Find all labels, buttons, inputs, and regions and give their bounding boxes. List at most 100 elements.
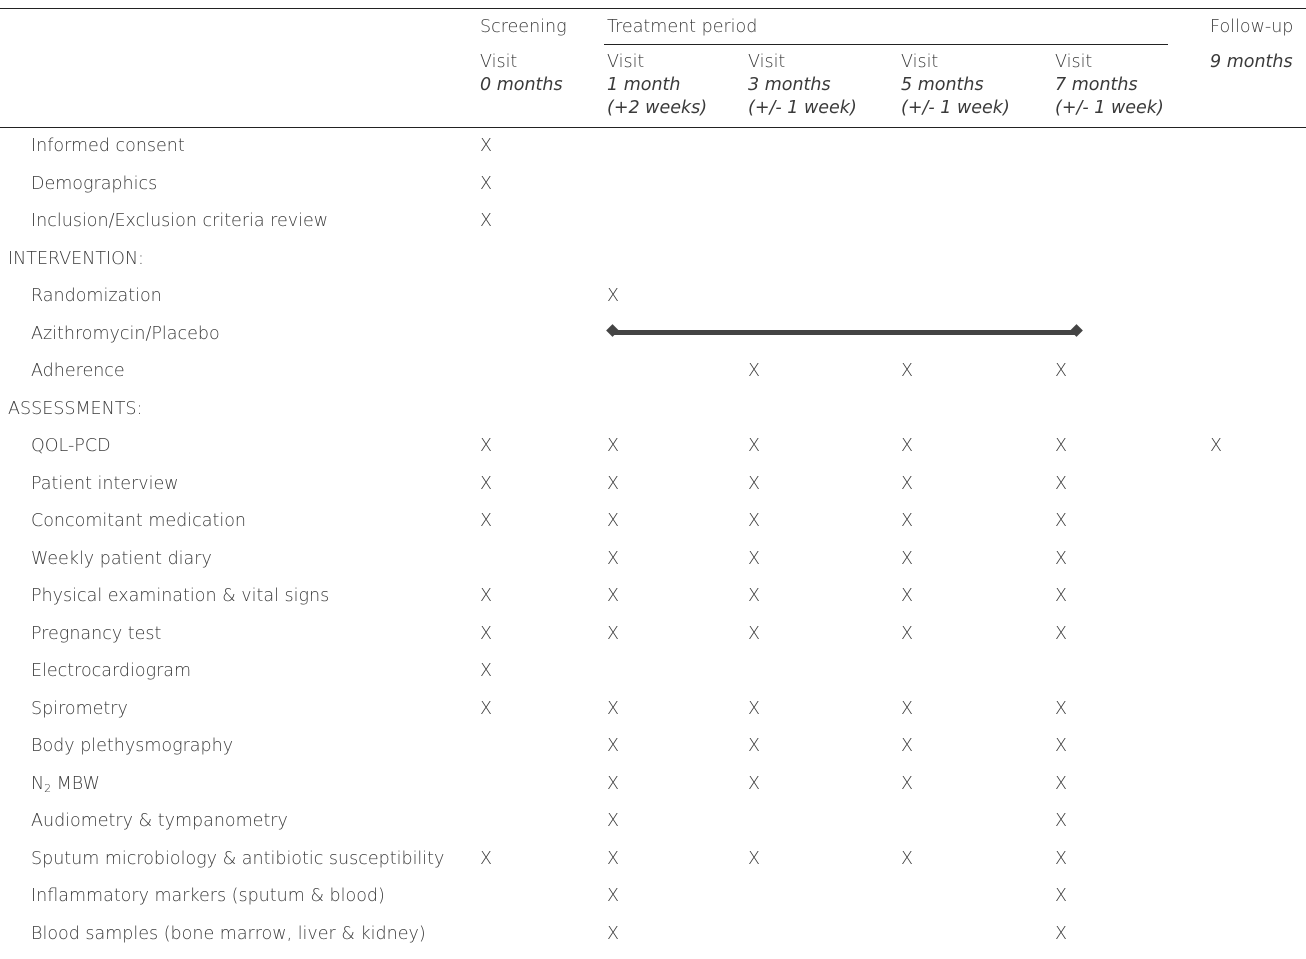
schedule-mark: X — [480, 511, 492, 531]
visit-window: (+2 weeks) — [607, 98, 708, 118]
schedule-mark: X — [748, 511, 760, 531]
row-label: QOL-PCD — [31, 434, 111, 458]
table-row: Demographics X — [0, 172, 1306, 209]
schedule-mark: X — [1055, 548, 1067, 569]
visit-time: 1 month — [607, 75, 681, 95]
row-label: Informed consent — [31, 134, 185, 158]
row-label: Pregnancy test — [31, 622, 161, 646]
row-label: Audiometry & tympanometry — [31, 809, 288, 833]
schedule-mark: X — [607, 811, 619, 831]
visit-time: 7 months — [1055, 75, 1138, 95]
row-label-rest: MBW — [51, 773, 100, 794]
row-label: Sputum microbiology & antibiotic suscept… — [31, 847, 444, 871]
schedule-mark: X — [1055, 923, 1067, 944]
row-label-text: Electrocardiogram — [31, 661, 192, 681]
schedule-mark: X — [901, 473, 913, 494]
table-top-rule — [0, 8, 1306, 9]
row-label: Spirometry — [31, 697, 128, 721]
follow-up-header: Follow-up — [1210, 17, 1294, 37]
row-label: Inflammatory markers (sputum & blood) — [31, 884, 385, 908]
schedule-mark: X — [607, 886, 619, 906]
row-label-text: Inflammatory markers (sputum & blood) — [31, 886, 385, 906]
schedule-mark: X — [607, 848, 619, 869]
treatment-period-header: Treatment period — [607, 17, 758, 37]
schedule-mark: X — [607, 698, 619, 719]
row-label-text: Inclusion/Exclusion criteria review — [31, 211, 329, 231]
schedule-mark: X — [748, 361, 760, 381]
row-label: N2 MBW — [31, 772, 100, 801]
visit-title: Visit — [1055, 52, 1093, 72]
schedule-mark: X — [901, 436, 913, 456]
visit-time: 0 months — [480, 75, 563, 95]
table-row: Electrocardiogram X — [0, 659, 1306, 696]
visit-header-3: Visit 5 months (+/- 1 week) — [901, 51, 1010, 120]
table-row: Informed consent X — [0, 134, 1306, 171]
row-label: Concomitant medication — [31, 509, 246, 533]
schedule-mark: X — [901, 698, 913, 719]
schedule-mark: X — [1055, 623, 1067, 644]
schedule-mark: X — [748, 698, 760, 719]
section-row: INTERVENTION: — [0, 247, 1306, 284]
schedule-mark: X — [480, 661, 492, 681]
schedule-mark: X — [1055, 586, 1067, 606]
schedule-mark: X — [748, 473, 760, 494]
row-label-text: Spirometry — [31, 698, 128, 719]
table-row: Body plethysmography X X X X — [0, 734, 1306, 771]
table-row: Randomization X — [0, 284, 1306, 321]
row-label: Body plethysmography — [31, 734, 233, 758]
visit-title: Visit — [748, 52, 786, 72]
schedule-mark: X — [607, 586, 619, 606]
visit-title: Visit — [480, 52, 518, 72]
schedule-mark: X — [901, 361, 913, 381]
row-label-text: Body plethysmography — [31, 736, 234, 756]
visit-header-2: Visit 3 months (+/- 1 week) — [748, 51, 857, 120]
schedule-mark: X — [901, 586, 913, 606]
schedule-mark: X — [607, 736, 619, 756]
visit-window: (+/- 1 week) — [901, 98, 1010, 118]
schedule-mark: X — [748, 848, 760, 869]
schedule-mark: X — [607, 286, 619, 306]
schedule-mark: X — [1055, 736, 1067, 756]
row-label-text: Pregnancy test — [31, 623, 162, 644]
visit-title: Visit — [607, 52, 645, 72]
row-label-text: ASSESSMENTS: — [8, 398, 143, 419]
visit-header-4: Visit 7 months (+/- 1 week) — [1055, 51, 1164, 120]
table-row: Blood samples (bone marrow, liver & kidn… — [0, 922, 1306, 959]
row-label-text: Azithromycin/Placebo — [31, 323, 220, 344]
table-row: Physical examination & vital signs X X X X X — [0, 584, 1306, 621]
row-label: Randomization — [31, 284, 162, 308]
row-label-text: Physical examination & vital signs — [31, 586, 330, 606]
schedule-mark: X — [480, 173, 492, 194]
schedule-mark: X — [901, 848, 913, 869]
schedule-mark: X — [480, 586, 492, 606]
schedule-mark: X — [748, 736, 760, 756]
row-label-text: Blood samples (bone marrow, liver & kidn… — [31, 923, 426, 944]
schedule-mark: X — [480, 473, 492, 494]
schedule-mark: X — [607, 436, 619, 456]
row-label-text: Informed consent — [31, 136, 185, 156]
schedule-mark: X — [1055, 511, 1067, 531]
row-label-subscript: 2 — [44, 781, 52, 795]
row-label: Adherence — [31, 359, 125, 383]
table-row: Adherence X X X — [0, 359, 1306, 396]
table-row: Spirometry X X X X X — [0, 697, 1306, 734]
row-label-text: QOL-PCD — [31, 436, 111, 456]
table-row: Azithromycin/Placebo — [0, 322, 1306, 359]
schedule-mark: X — [607, 548, 619, 569]
visit-time: 3 months — [748, 75, 831, 95]
schedule-mark: X — [748, 548, 760, 569]
schedule-mark: X — [1210, 436, 1222, 456]
schedule-mark: X — [901, 773, 913, 794]
visit-header-0: Visit 0 months — [480, 51, 563, 97]
schedule-mark: X — [1055, 773, 1067, 794]
row-label-text: Randomization — [31, 286, 162, 306]
row-label: Electrocardiogram — [31, 659, 191, 683]
schedule-mark: X — [748, 623, 760, 644]
schedule-mark: X — [480, 848, 492, 869]
row-label-text: Concomitant medication — [31, 511, 247, 531]
row-label: Blood samples (bone marrow, liver & kidn… — [31, 922, 426, 946]
schedule-mark: X — [748, 773, 760, 794]
row-label-text: Adherence — [31, 361, 125, 381]
screening-header: Screening — [480, 17, 567, 37]
table-row: Inflammatory markers (sputum & blood) X X — [0, 884, 1306, 921]
